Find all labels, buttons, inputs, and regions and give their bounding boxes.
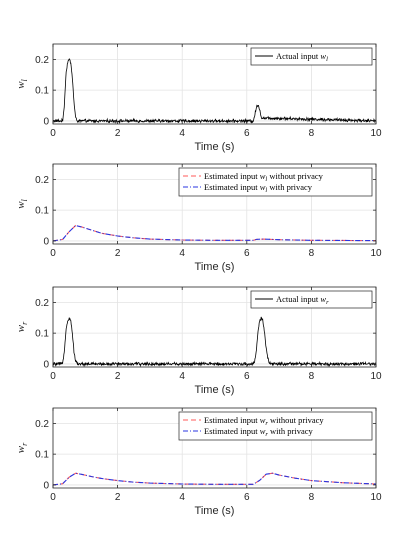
x-tick-label: 4 bbox=[179, 492, 185, 503]
series-line bbox=[52, 224, 377, 242]
legend-label: Estimated input wr with privacy bbox=[204, 426, 314, 438]
x-tick-label: 8 bbox=[309, 128, 315, 139]
x-tick-label: 4 bbox=[179, 371, 185, 382]
y-tick-label: 0 bbox=[43, 116, 49, 127]
legend-label: Estimated input wl with privacy bbox=[204, 182, 313, 194]
y-tick-label: 0.1 bbox=[35, 329, 49, 340]
x-tick-label: 0 bbox=[50, 248, 56, 259]
y-tick-label: 0.1 bbox=[35, 206, 49, 217]
legend-box bbox=[250, 47, 373, 66]
x-tick-label: 0 bbox=[50, 128, 56, 139]
x-tick-label: 8 bbox=[309, 248, 315, 259]
x-tick-label: 4 bbox=[179, 128, 185, 139]
legend-box bbox=[178, 167, 373, 197]
x-tick-label: 0 bbox=[50, 492, 56, 503]
x-tick-label: 10 bbox=[370, 248, 382, 259]
y-tick-label: 0.1 bbox=[35, 450, 49, 461]
axes-box bbox=[52, 286, 377, 368]
x-tick-label: 0 bbox=[50, 371, 56, 382]
legend: Actual input wl bbox=[250, 47, 373, 66]
x-tick-label: 6 bbox=[244, 492, 250, 503]
x-tick-label: 4 bbox=[179, 248, 185, 259]
y-tick-label: 0.2 bbox=[35, 298, 49, 309]
y-tick-label: 0 bbox=[43, 480, 49, 491]
chart-panel: 0 2 4 6 8 10 0 0.1 0.2 Time (s) wl Estimated input … bbox=[15, 163, 382, 273]
y-tick-label: 0 bbox=[43, 236, 49, 247]
y-tick-label: 0.2 bbox=[35, 175, 49, 186]
y-axis-label: wl bbox=[15, 198, 29, 208]
x-tick-label: 2 bbox=[115, 492, 121, 503]
x-axis-label: Time (s) bbox=[195, 261, 235, 273]
x-tick-label: 6 bbox=[244, 128, 250, 139]
x-axis-label: Time (s) bbox=[195, 141, 235, 153]
legend-label: Actual input wr bbox=[276, 294, 329, 306]
y-axis-label: wl bbox=[15, 78, 29, 88]
legend-box bbox=[250, 290, 373, 309]
x-tick-label: 8 bbox=[309, 492, 315, 503]
x-tick-label: 10 bbox=[370, 492, 382, 503]
x-axis-label: Time (s) bbox=[195, 384, 235, 396]
legend-label: Actual input wl bbox=[276, 51, 328, 63]
y-axis-label: wr bbox=[15, 321, 29, 332]
x-tick-label: 2 bbox=[115, 128, 121, 139]
legend: Estimated input wl without privacyEstima… bbox=[178, 167, 373, 197]
legend: Actual input wr bbox=[250, 290, 373, 309]
axes-box bbox=[52, 43, 377, 125]
axes-box bbox=[52, 163, 377, 245]
chart-panel: 0 2 4 6 8 10 0 0.1 0.2 Time (s) wr Estimated input … bbox=[15, 407, 382, 517]
y-tick-label: 0 bbox=[43, 359, 49, 370]
y-tick-label: 0.1 bbox=[35, 86, 49, 97]
x-tick-label: 6 bbox=[244, 371, 250, 382]
x-tick-label: 10 bbox=[370, 371, 382, 382]
x-axis-label: Time (s) bbox=[195, 505, 235, 517]
y-axis-label: wr bbox=[15, 442, 29, 453]
x-tick-label: 6 bbox=[244, 248, 250, 259]
x-tick-label: 2 bbox=[115, 248, 121, 259]
chart-panel: 0 2 4 6 8 10 0 0.1 0.2 Time (s) wl Actual input wl bbox=[15, 43, 382, 153]
y-tick-label: 0.2 bbox=[35, 55, 49, 66]
y-tick-label: 0.2 bbox=[35, 419, 49, 430]
series-line bbox=[52, 316, 377, 368]
legend-label: Estimated input wl without privacy bbox=[204, 171, 324, 183]
chart-panel: 0 2 4 6 8 10 0 0.1 0.2 Time (s) wr Actual input wr bbox=[15, 286, 382, 396]
series-line bbox=[52, 472, 377, 486]
x-tick-label: 8 bbox=[309, 371, 315, 382]
legend-box bbox=[178, 411, 373, 441]
series-line bbox=[52, 58, 377, 125]
x-tick-label: 10 bbox=[370, 128, 382, 139]
legend-label: Estimated input wr without privacy bbox=[204, 415, 324, 427]
axes-box bbox=[52, 407, 377, 489]
legend: Estimated input wr without privacyEstima… bbox=[178, 411, 373, 441]
x-tick-label: 2 bbox=[115, 371, 121, 382]
series-line bbox=[52, 472, 377, 486]
